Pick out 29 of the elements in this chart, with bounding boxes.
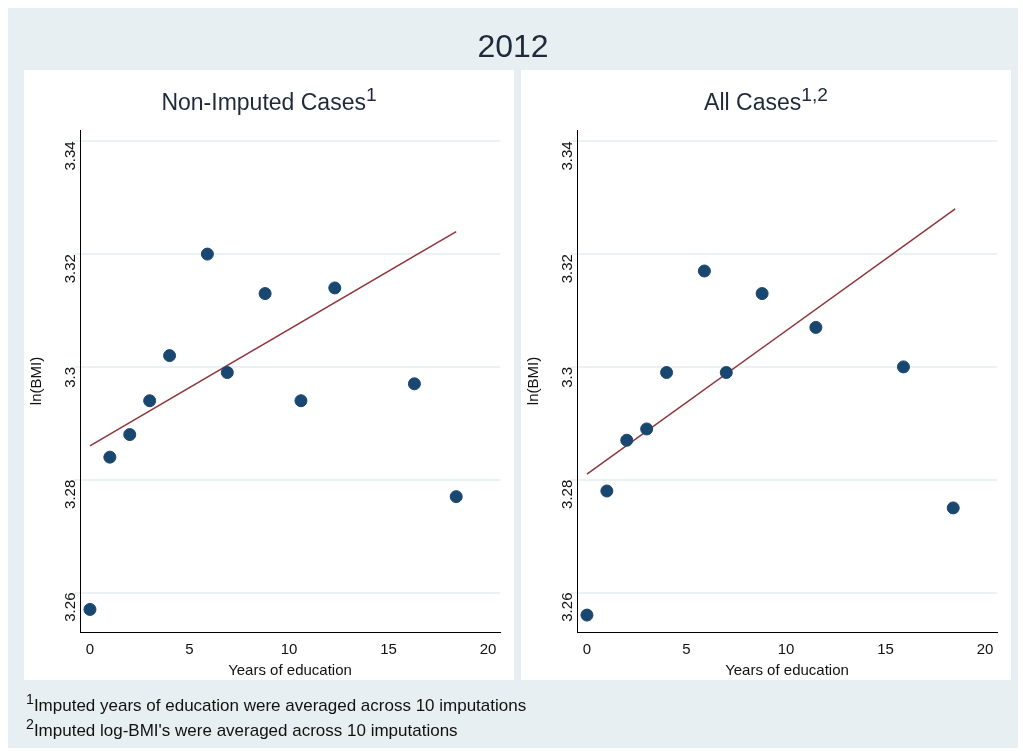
y-tick-label: 3.26 <box>61 592 79 622</box>
y-tick-label: 3.32 <box>558 254 576 284</box>
x-tick-label: 20 <box>479 640 497 658</box>
x-tick-label: 0 <box>85 640 95 658</box>
y-tick-label: 3.32 <box>61 254 79 284</box>
y-tick-label: 3.28 <box>558 479 576 509</box>
chart-title: Non-Imputed Cases$^{1}$ <box>160 83 378 117</box>
x-tick-label: 15 <box>877 640 894 658</box>
y-axis-title: ln(BMI) <box>524 356 542 406</box>
y-tick-label: 3.3 <box>61 366 79 388</box>
x-tick-label: 10 <box>280 640 298 658</box>
text: 2012 <box>476 28 550 65</box>
x-tick-label: 10 <box>777 640 795 658</box>
x-tick-label: 0 <box>582 640 592 658</box>
x-tick-label: 15 <box>380 640 397 658</box>
y-tick-label: 3.34 <box>61 141 79 171</box>
y-tick-label: 3.28 <box>61 479 79 509</box>
y-axis-title: ln(BMI) <box>27 356 45 406</box>
x-axis-title: Years of education <box>725 661 849 679</box>
text: $^{2}$Imputed log-BMI's were averaged across 10 imputations <box>26 714 459 740</box>
y-tick-label: 3.3 <box>558 366 576 388</box>
x-tick-label: 20 <box>976 640 994 658</box>
x-tick-label: 5 <box>682 640 691 658</box>
x-tick-label: 5 <box>185 640 194 658</box>
x-axis-title: Years of education <box>228 661 352 679</box>
y-tick-label: 3.26 <box>558 592 576 622</box>
y-tick-label: 3.34 <box>558 141 576 171</box>
text: $^{1}$Imputed years of education were averaged across 10 imputations <box>26 690 528 715</box>
chart-title: All Cases$^{1,2}$ <box>703 83 829 117</box>
